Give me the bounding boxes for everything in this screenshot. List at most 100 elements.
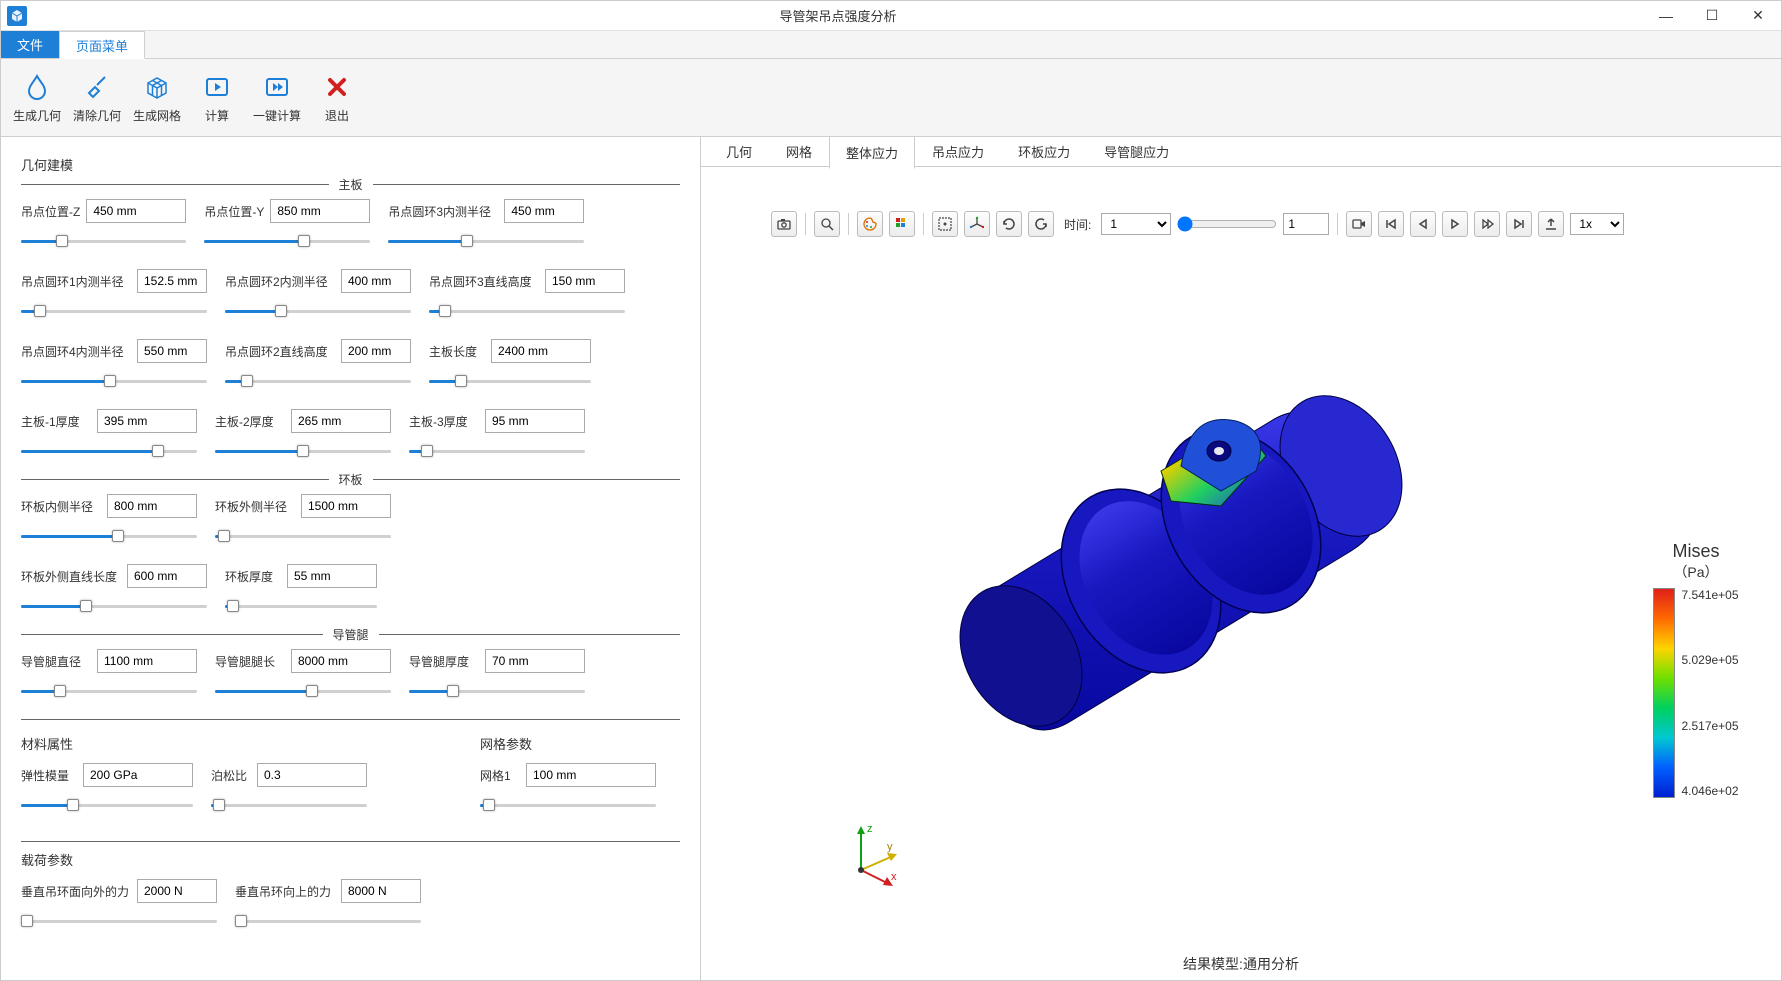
axes-icon[interactable]	[964, 211, 990, 237]
slider-y[interactable]	[204, 233, 370, 249]
field-input-pipe_t[interactable]	[485, 649, 585, 673]
slider-r3[interactable]	[388, 233, 584, 249]
slider-h2[interactable]	[225, 373, 411, 389]
field-input-nu[interactable]	[257, 763, 367, 787]
slider-mainlen[interactable]	[429, 373, 591, 389]
app-icon	[7, 6, 27, 26]
viewer-body[interactable]: z y x Mises （Pa） 7.541e+05	[701, 241, 1781, 980]
field-input-f_up[interactable]	[341, 879, 421, 903]
field-input-ring_t[interactable]	[287, 564, 377, 588]
field-input-pipe_l[interactable]	[291, 649, 391, 673]
group-main-plate: 主板 吊点位置-Z吊点位置-Y吊点圆环3内测半径 吊点圆环1内测半径吊点圆环2内…	[21, 184, 680, 459]
play-frame-icon[interactable]	[1442, 211, 1468, 237]
zoom-icon[interactable]	[814, 211, 840, 237]
field-input-mesh1[interactable]	[526, 763, 656, 787]
field-input-h3[interactable]	[545, 269, 625, 293]
field-input-r3[interactable]	[504, 199, 584, 223]
record-icon[interactable]	[1346, 211, 1372, 237]
field-input-r4[interactable]	[137, 339, 207, 363]
menu-file[interactable]: 文件	[1, 31, 59, 58]
slider-nu[interactable]	[211, 797, 367, 813]
export-icon[interactable]	[1538, 211, 1564, 237]
slider-t2[interactable]	[215, 443, 391, 459]
field-label: 吊点圆环4内测半径	[21, 343, 131, 360]
slider-E[interactable]	[21, 797, 193, 813]
ribbon-onekey-calc[interactable]: 一键计算	[249, 63, 305, 133]
next-frame-icon[interactable]	[1474, 211, 1500, 237]
time-select[interactable]: 1	[1101, 213, 1171, 235]
menu-page[interactable]: 页面菜单	[59, 31, 145, 59]
slider-pipe_d[interactable]	[21, 683, 197, 699]
frame-input[interactable]	[1283, 213, 1329, 235]
field-input-t2[interactable]	[291, 409, 391, 433]
tab-total-stress[interactable]: 整体应力	[829, 137, 915, 169]
ribbon-generate-geometry[interactable]: 生成几何	[9, 63, 65, 133]
ribbon-exit[interactable]: 退出	[309, 63, 365, 133]
reset-icon[interactable]	[996, 211, 1022, 237]
field-input-t1[interactable]	[97, 409, 197, 433]
field-input-z[interactable]	[86, 199, 186, 223]
slider-r4[interactable]	[21, 373, 207, 389]
last-frame-icon[interactable]	[1506, 211, 1532, 237]
tab-geometry[interactable]: 几何	[709, 137, 769, 168]
field-input-f_out[interactable]	[137, 879, 217, 903]
field-input-E[interactable]	[83, 763, 193, 787]
field-label: 吊点圆环2内测半径	[225, 273, 335, 290]
slider-mesh1[interactable]	[480, 797, 656, 813]
slider-pipe_t[interactable]	[409, 683, 585, 699]
tab-mesh[interactable]: 网格	[769, 137, 829, 168]
slider-ring_len[interactable]	[21, 598, 207, 614]
section-material: 材料属性	[21, 734, 440, 753]
field-label: 吊点圆环3直线高度	[429, 273, 539, 290]
slider-t1[interactable]	[21, 443, 197, 459]
maximize-button[interactable]: ☐	[1689, 1, 1735, 31]
slider-h3[interactable]	[429, 303, 625, 319]
field-input-h2[interactable]	[341, 339, 411, 363]
ribbon-calculate[interactable]: 计算	[189, 63, 245, 133]
field-input-y[interactable]	[270, 199, 370, 223]
tab-pipe-stress[interactable]: 导管腿应力	[1087, 137, 1186, 168]
slider-z[interactable]	[21, 233, 186, 249]
field-input-pipe_d[interactable]	[97, 649, 197, 673]
speed-select[interactable]: 1x	[1570, 213, 1624, 235]
camera-icon[interactable]	[771, 211, 797, 237]
slider-t3[interactable]	[409, 443, 585, 459]
close-button[interactable]: ✕	[1735, 1, 1781, 31]
field-input-ring_out[interactable]	[301, 494, 391, 518]
field-pipe_l: 导管腿腿长	[215, 649, 391, 699]
rotate-icon[interactable]	[1028, 211, 1054, 237]
field-input-ring_in[interactable]	[107, 494, 197, 518]
field-pipe_d: 导管腿直径	[21, 649, 197, 699]
slider-f_up[interactable]	[235, 913, 421, 929]
minimize-button[interactable]: —	[1643, 1, 1689, 31]
slider-ring_t[interactable]	[225, 598, 377, 614]
field-input-r2[interactable]	[341, 269, 411, 293]
result-tabs: 几何 网格 整体应力 吊点应力 环板应力 导管腿应力	[701, 137, 1781, 167]
time-slider[interactable]	[1177, 216, 1277, 232]
slider-r1[interactable]	[21, 303, 207, 319]
field-label: 弹性模量	[21, 767, 77, 784]
slider-ring_in[interactable]	[21, 528, 197, 544]
field-input-t3[interactable]	[485, 409, 585, 433]
slider-pipe_l[interactable]	[215, 683, 391, 699]
field-label: 环板厚度	[225, 568, 281, 585]
first-frame-icon[interactable]	[1378, 211, 1404, 237]
tab-ring-stress[interactable]: 环板应力	[1001, 137, 1087, 168]
play-icon	[201, 71, 233, 103]
ribbon-clear-geometry[interactable]: 清除几何	[69, 63, 125, 133]
fit-view-icon[interactable]	[932, 211, 958, 237]
field-label: 导管腿厚度	[409, 653, 479, 670]
slider-f_out[interactable]	[21, 913, 217, 929]
slider-ring_out[interactable]	[215, 528, 391, 544]
ribbon-generate-mesh[interactable]: 生成网格	[129, 63, 185, 133]
field-input-r1[interactable]	[137, 269, 207, 293]
colormap-icon[interactable]	[889, 211, 915, 237]
mises-legend: Mises （Pa） 7.541e+05 5.029e+05 2.517e+05…	[1641, 541, 1751, 798]
tab-lift-stress[interactable]: 吊点应力	[915, 137, 1001, 168]
field-input-mainlen[interactable]	[491, 339, 591, 363]
palette-icon[interactable]	[857, 211, 883, 237]
field-input-ring_len[interactable]	[127, 564, 207, 588]
field-r2: 吊点圆环2内测半径	[225, 269, 411, 319]
slider-r2[interactable]	[225, 303, 411, 319]
prev-frame-icon[interactable]	[1410, 211, 1436, 237]
